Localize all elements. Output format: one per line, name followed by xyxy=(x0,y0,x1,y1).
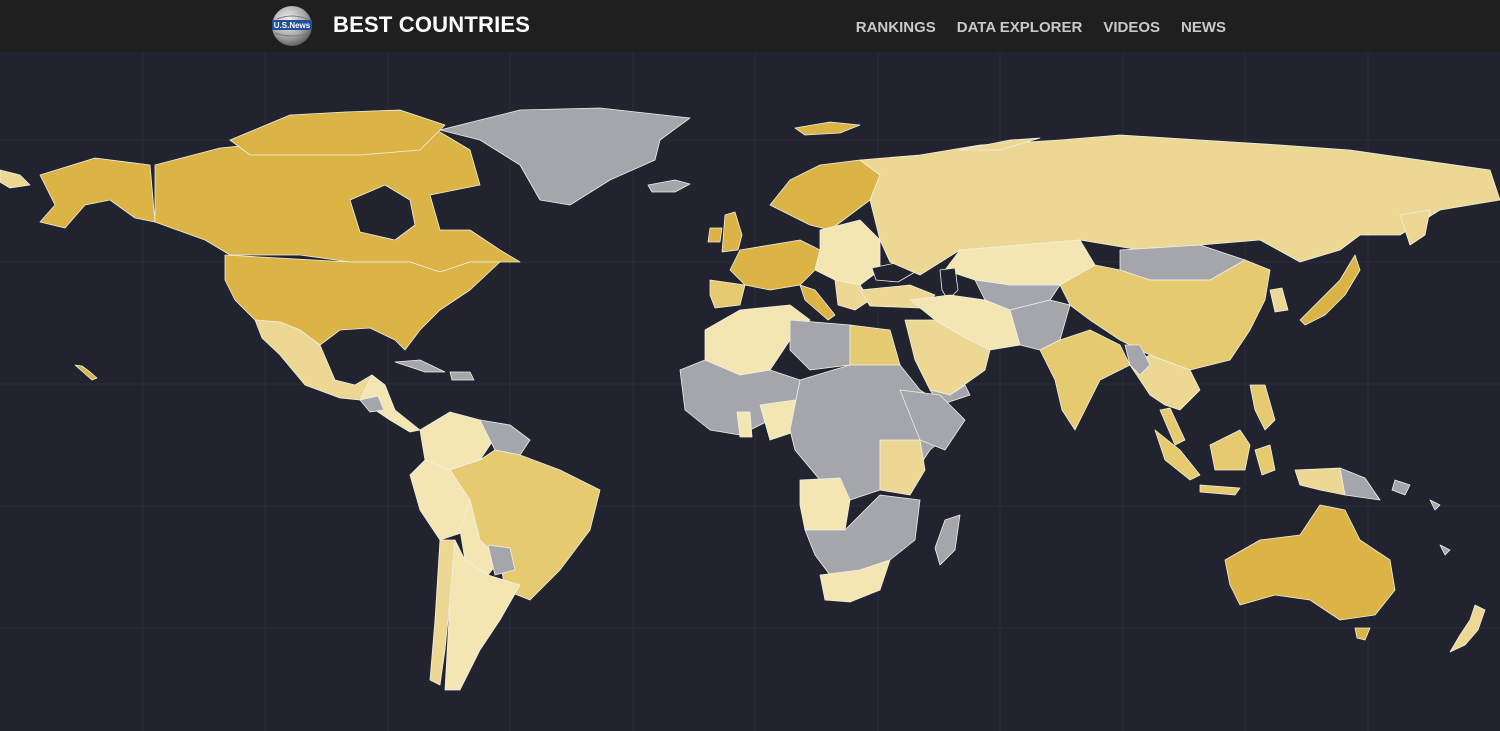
nav-videos[interactable]: VIDEOS xyxy=(1103,19,1160,36)
united-kingdom[interactable] xyxy=(721,211,743,253)
guianas[interactable] xyxy=(479,419,531,456)
tasmania[interactable] xyxy=(1354,627,1371,641)
kamchatka[interactable] xyxy=(1399,209,1431,246)
guatemala[interactable] xyxy=(359,395,385,413)
hispaniola[interactable] xyxy=(449,371,475,381)
top-navigation-bar: U.S.News BEST COUNTRIES RANKINGS DATA EX… xyxy=(0,0,1500,52)
southeast-asia[interactable] xyxy=(1129,354,1201,411)
main-nav: RANKINGS DATA EXPLORER VIDEOS NEWS xyxy=(856,19,1226,36)
myanmar[interactable] xyxy=(1124,344,1151,376)
svalbard[interactable] xyxy=(794,121,861,136)
world-map[interactable] xyxy=(0,52,1500,731)
malay-peninsula[interactable] xyxy=(1159,407,1186,446)
paraguay[interactable] xyxy=(487,544,516,576)
sulawesi[interactable] xyxy=(1254,444,1276,476)
logo-text: U.S.News xyxy=(274,21,311,30)
new-guinea[interactable] xyxy=(1294,467,1346,496)
ireland[interactable] xyxy=(707,227,723,243)
us-news-logo-icon[interactable]: U.S.News xyxy=(269,5,315,47)
western-europe[interactable] xyxy=(729,239,821,291)
madagascar[interactable] xyxy=(934,514,961,566)
australia[interactable] xyxy=(1224,504,1396,621)
kenya-tanzania[interactable] xyxy=(879,439,926,496)
angola[interactable] xyxy=(799,477,851,531)
iceland[interactable] xyxy=(647,179,691,193)
italy[interactable] xyxy=(799,284,836,321)
caspian-sea xyxy=(939,267,959,301)
papua-new-guinea[interactable] xyxy=(1339,467,1381,501)
balkans[interactable] xyxy=(834,279,871,311)
nav-data-explorer[interactable]: DATA EXPLORER xyxy=(956,19,1083,36)
greenland[interactable] xyxy=(439,107,691,206)
india[interactable] xyxy=(1039,329,1131,431)
russia[interactable] xyxy=(859,134,1500,276)
canada-arctic-islands[interactable] xyxy=(229,109,446,156)
south-africa[interactable] xyxy=(819,559,891,603)
borneo[interactable] xyxy=(1209,429,1251,471)
world-map-svg xyxy=(0,52,1500,731)
new-zealand[interactable] xyxy=(1449,604,1486,653)
china[interactable] xyxy=(1059,259,1271,371)
chukotka-edge[interactable] xyxy=(0,169,31,189)
alaska[interactable] xyxy=(39,157,156,229)
argentina[interactable] xyxy=(444,539,521,691)
arctic-islands[interactable] xyxy=(959,137,1041,151)
arabian-peninsula[interactable] xyxy=(904,319,991,396)
ghana[interactable] xyxy=(736,411,753,438)
southern-africa[interactable] xyxy=(804,494,921,576)
iberia[interactable] xyxy=(709,279,746,309)
nav-news[interactable]: NEWS xyxy=(1181,19,1226,36)
philippines[interactable] xyxy=(1249,384,1276,431)
cuba[interactable] xyxy=(394,359,446,373)
ethiopia-region[interactable] xyxy=(899,389,966,451)
eastern-europe[interactable] xyxy=(814,219,881,286)
hudson-bay xyxy=(349,184,416,241)
site-title[interactable]: BEST COUNTRIES xyxy=(333,12,531,37)
pacific-islands[interactable] xyxy=(1391,479,1451,556)
java[interactable] xyxy=(1199,484,1241,496)
libya[interactable] xyxy=(789,319,851,371)
korea[interactable] xyxy=(1269,287,1289,313)
sumatra[interactable] xyxy=(1154,429,1201,481)
japan[interactable] xyxy=(1299,254,1361,326)
nav-rankings[interactable]: RANKINGS xyxy=(855,19,936,36)
hawaii[interactable] xyxy=(74,364,98,381)
